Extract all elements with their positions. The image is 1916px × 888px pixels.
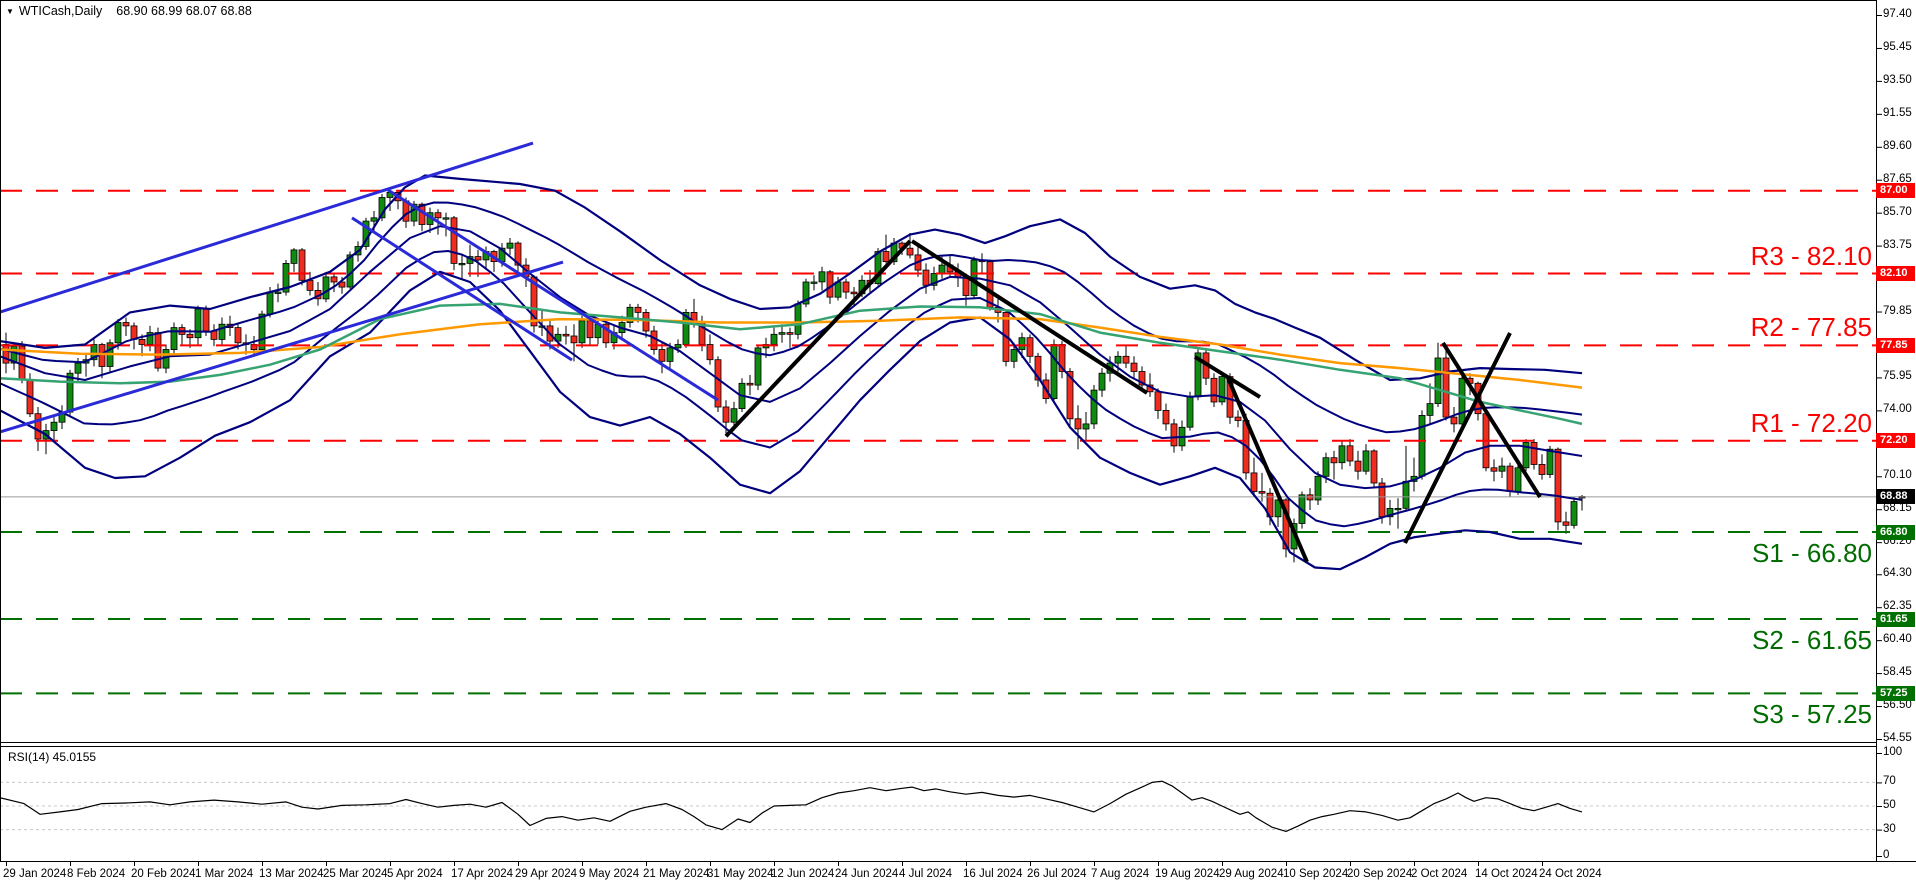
chart-symbol-title: ▼ WTICash,Daily 68.90 68.99 68.07 68.88 <box>6 4 252 18</box>
support-label-s1: S1 - 66.80 <box>1752 538 1872 569</box>
resistance-label-r3: R3 - 82.10 <box>1750 240 1872 271</box>
resistance-label-r1: R1 - 72.20 <box>1750 407 1872 438</box>
support-label-s2: S2 - 61.65 <box>1752 625 1872 656</box>
rsi-indicator-label: RSI(14) 45.0155 <box>8 750 97 764</box>
symbol-name: WTICash,Daily <box>18 4 103 18</box>
resistance-label-r2: R2 - 77.85 <box>1750 312 1872 343</box>
symbol-dropdown-icon[interactable]: ▼ <box>6 7 14 16</box>
symbol-ohlc-values: 68.90 68.99 68.07 68.88 <box>116 4 252 18</box>
support-label-s3: S3 - 57.25 <box>1752 699 1872 730</box>
